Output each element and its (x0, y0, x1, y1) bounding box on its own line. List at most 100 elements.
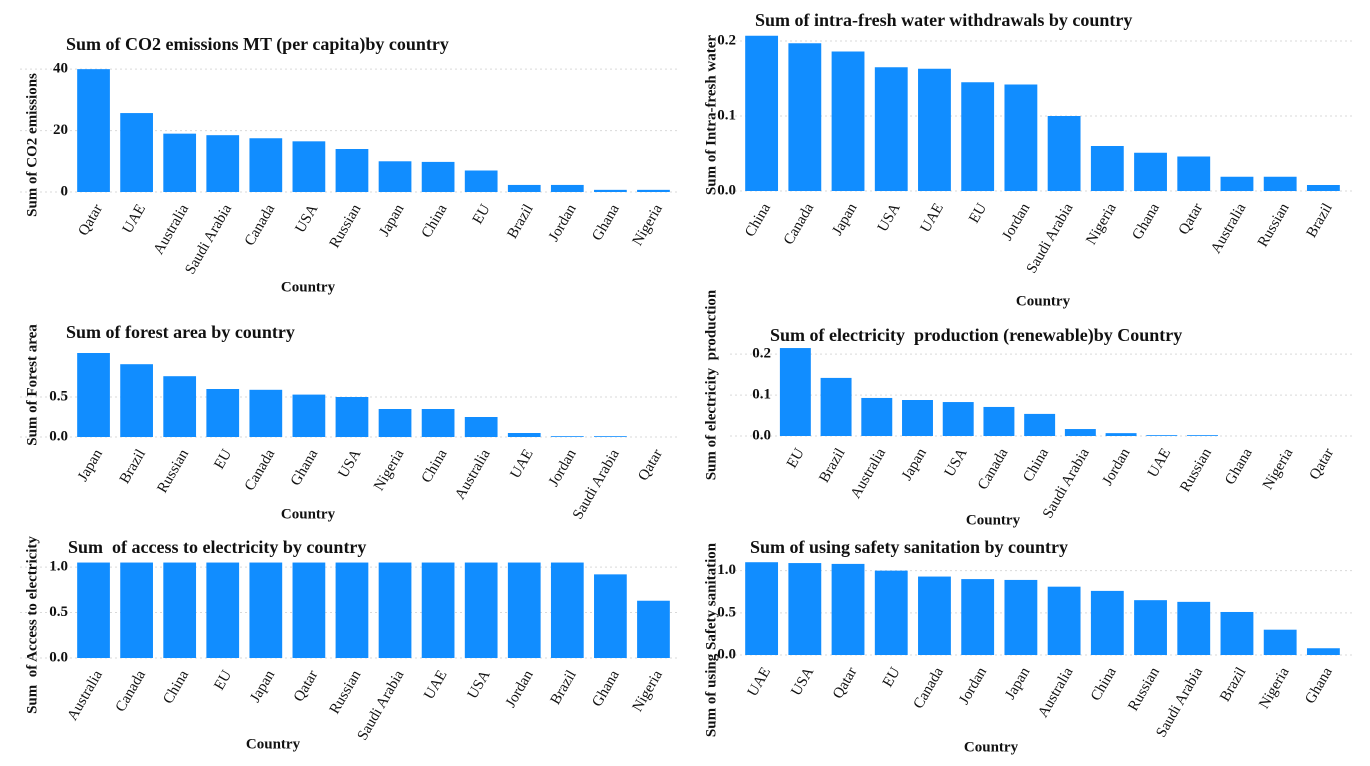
x-tick-label: Qatar (635, 447, 666, 484)
x-tick-label: USA (875, 201, 904, 235)
x-tick-label: Australia (452, 446, 494, 502)
x-tick-label: Australia (1035, 664, 1077, 720)
y-tick-label: 1.0 (49, 559, 68, 575)
x-axis-label: Country (246, 736, 301, 752)
x-tick-label: China (419, 446, 451, 485)
y-tick-label: 20 (53, 122, 68, 138)
bar (550, 184, 584, 192)
x-tick-label: Russian (327, 667, 365, 717)
x-tick-label: EU (211, 668, 235, 693)
x-tick-label: Jordan (546, 446, 580, 489)
x-tick-label: China (742, 200, 774, 239)
x-tick-label: Ghana (1130, 200, 1164, 242)
y-tick-label: 0.1 (717, 107, 736, 123)
x-tick-label: Brazil (505, 202, 537, 242)
bar (550, 562, 584, 658)
x-tick-label: Jordan (503, 667, 537, 710)
y-tick-label: 0 (61, 183, 69, 199)
bar (1306, 185, 1340, 191)
x-tick-label: Japan (899, 445, 930, 483)
x-tick-label: USA (292, 202, 321, 236)
bar (918, 576, 951, 655)
y-axis-label: Sum of using Safety sanitation (703, 542, 719, 737)
bar (1134, 600, 1167, 655)
bar (637, 600, 670, 658)
x-tick-label: EU (470, 202, 494, 227)
bar (120, 113, 153, 192)
bar (874, 67, 908, 191)
bar (1263, 629, 1297, 655)
bar (507, 184, 541, 192)
y-axis-label: Sum of Access to electricity (24, 536, 40, 714)
bar (1047, 586, 1081, 655)
bar (788, 563, 822, 655)
x-tick-label: Ghana (589, 201, 623, 243)
chart-title: Sum of access to electricity by country (68, 537, 366, 557)
chart-title: Sum of forest area by country (66, 322, 295, 342)
x-tick-label: Australia (151, 201, 193, 257)
bar (1004, 84, 1038, 191)
chart-title: Sum of using safety sanitation by countr… (750, 537, 1068, 557)
bar (335, 397, 369, 437)
x-tick-label: Japan (1002, 664, 1033, 702)
x-axis-label: Country (281, 506, 336, 522)
x-tick-label: Russian (155, 446, 193, 496)
bar (378, 161, 412, 192)
x-tick-label: EU (784, 446, 808, 471)
bar (961, 579, 995, 655)
y-tick-label: 0.5 (717, 604, 736, 620)
bar (378, 562, 412, 658)
x-axis-label: Country (964, 739, 1019, 755)
bar (77, 353, 110, 437)
bar (249, 389, 283, 437)
bar (637, 189, 670, 192)
x-axis-label: Country (1016, 293, 1071, 309)
bar (1047, 116, 1081, 191)
x-tick-label: UAE (918, 201, 947, 236)
bar (464, 170, 498, 192)
bar (1177, 156, 1211, 191)
bar (1187, 435, 1218, 436)
bar (464, 417, 498, 437)
x-tick-label: UAE (507, 447, 536, 482)
y-tick-label: 0.0 (752, 427, 771, 443)
x-axis-label: Country (281, 279, 336, 295)
bar (120, 562, 153, 658)
x-tick-label: Canada (975, 445, 1012, 492)
chart-title: Sum of intra-fresh water withdrawals by … (755, 10, 1132, 30)
x-tick-label: China (1020, 445, 1052, 484)
y-tick-label: 0.0 (49, 428, 68, 444)
bar (831, 51, 865, 191)
bar (1134, 152, 1167, 191)
chart-title: Sum of electricity production (renewable… (770, 325, 1182, 346)
x-tick-label: China (419, 201, 451, 240)
bar (421, 161, 455, 192)
bar (120, 364, 153, 437)
x-tick-label: Japan (247, 667, 278, 705)
bar (335, 562, 369, 658)
bar (961, 82, 995, 191)
y-tick-label: 40 (53, 61, 68, 77)
bar (292, 141, 326, 192)
y-axis-label: Sum of electricity production (703, 289, 719, 480)
x-tick-label: Nigeria (1083, 200, 1120, 247)
bar (249, 138, 283, 192)
x-tick-label: Ghana (1302, 664, 1336, 706)
x-tick-label: Nigeria (630, 201, 667, 248)
bar (77, 69, 110, 192)
y-tick-label: 0.2 (717, 32, 736, 48)
x-tick-label: Brazil (816, 446, 848, 486)
bar (594, 189, 627, 192)
x-tick-label: Brazil (1304, 201, 1336, 241)
x-tick-label: Russian (1125, 664, 1163, 714)
bar (1004, 579, 1038, 655)
bar (745, 35, 779, 191)
bar (421, 409, 455, 437)
bar (421, 562, 455, 658)
x-tick-label: Jordan (1100, 445, 1134, 488)
bar (1090, 146, 1124, 191)
bar (1177, 601, 1211, 655)
x-tick-label: Qatar (830, 665, 861, 702)
x-tick-label: Australia (848, 445, 890, 501)
